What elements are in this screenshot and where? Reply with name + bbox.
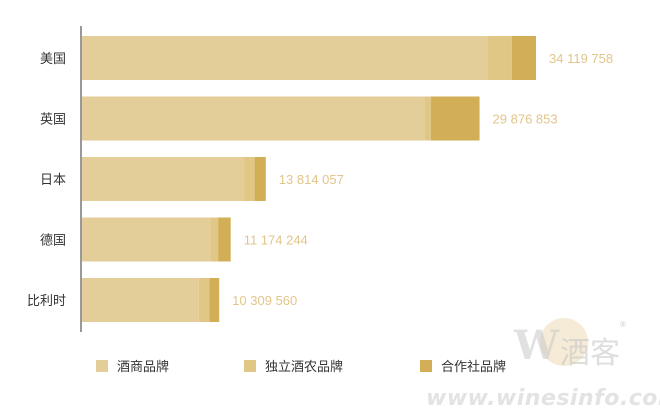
logo-text: 酒客 (560, 337, 620, 370)
bar-3-segment-1 (210, 217, 219, 262)
logo-letter: W (514, 322, 559, 369)
value-label-2: 13 814 057 (279, 172, 344, 187)
bar-0-segment-2 (511, 36, 536, 80)
legend-swatch-2 (420, 359, 432, 372)
category-label-2: 日本 (40, 172, 66, 187)
value-label-4: 10 309 560 (232, 293, 297, 308)
legend-label-0: 酒商品牌 (117, 359, 170, 374)
value-label-1: 29 876 853 (493, 112, 558, 127)
logo-circle (540, 318, 588, 366)
bar-4-segment-1 (198, 278, 210, 322)
legend-label-2: 合作社品牌 (441, 359, 507, 374)
bars-group (82, 36, 536, 322)
legend-item-2: 合作社品牌 (420, 356, 506, 375)
bar-3-segment-2 (218, 217, 231, 262)
bar-2-segment-0 (82, 157, 244, 201)
watermark-url: www.winesinfo.com (426, 386, 660, 411)
bar-1-segment-2 (430, 96, 480, 141)
bar-0-segment-0 (82, 36, 488, 80)
bar-0-segment-1 (487, 36, 512, 80)
category-label-3: 德国 (40, 233, 66, 248)
bar-2-segment-1 (243, 157, 255, 201)
bar-4-segment-0 (82, 278, 199, 322)
bar-3-segment-0 (82, 217, 211, 262)
value-label-0: 34 119 758 (549, 51, 613, 66)
category-label-0: 美国 (40, 51, 66, 66)
category-label-1: 英国 (40, 112, 66, 127)
legend-item-0: 酒商品牌 (96, 356, 169, 375)
bar-4-segment-2 (209, 278, 220, 322)
legend: 酒商品牌 独立酒农品牌 合作社品牌 (96, 356, 536, 376)
legend-swatch-0 (96, 359, 108, 372)
bar-2-segment-2 (254, 157, 266, 201)
legend-label-1: 独立酒农品牌 (265, 359, 344, 374)
legend-item-1: 独立酒农品牌 (244, 356, 343, 375)
legend-swatch-1 (244, 359, 256, 372)
bar-1-segment-1 (424, 96, 431, 141)
watermark-logo: W 酒客 ® (508, 318, 648, 378)
value-labels-group: 34 119 758 29 876 853 13 814 057 11 174 244… (232, 51, 613, 308)
bar-1-segment-0 (82, 96, 425, 141)
logo-registered-mark: ® (620, 320, 626, 329)
value-label-3: 11 174 244 (244, 233, 308, 248)
category-label-4: 比利时 (27, 293, 66, 308)
